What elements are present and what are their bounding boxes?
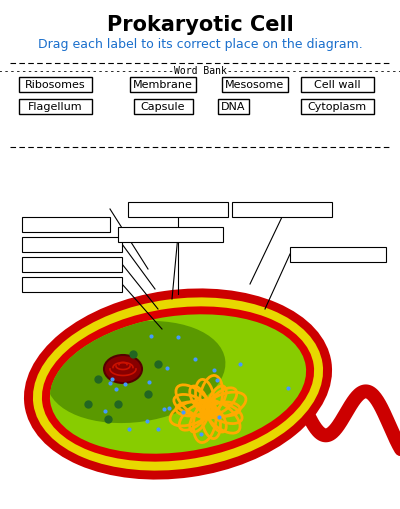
- Ellipse shape: [47, 321, 225, 423]
- Ellipse shape: [24, 289, 332, 479]
- FancyBboxPatch shape: [300, 100, 374, 115]
- FancyBboxPatch shape: [128, 203, 228, 217]
- FancyBboxPatch shape: [22, 238, 122, 252]
- Text: Membrane: Membrane: [133, 80, 193, 90]
- FancyBboxPatch shape: [18, 78, 92, 93]
- Ellipse shape: [50, 315, 306, 454]
- Text: --------------------------------Word Bank--------------------------------: --------------------------------Word Ban…: [0, 66, 400, 76]
- FancyBboxPatch shape: [118, 228, 223, 242]
- FancyBboxPatch shape: [290, 247, 386, 263]
- FancyBboxPatch shape: [22, 217, 110, 233]
- Text: Drag each label to its correct place on the diagram.: Drag each label to its correct place on …: [38, 38, 362, 51]
- FancyBboxPatch shape: [232, 203, 332, 217]
- Text: Flagellum: Flagellum: [28, 102, 82, 112]
- FancyBboxPatch shape: [300, 78, 374, 93]
- FancyBboxPatch shape: [22, 258, 122, 272]
- Ellipse shape: [42, 307, 314, 462]
- Ellipse shape: [33, 298, 323, 471]
- Text: Prokaryotic Cell: Prokaryotic Cell: [107, 15, 293, 35]
- Text: Cell wall: Cell wall: [314, 80, 360, 90]
- FancyBboxPatch shape: [218, 100, 248, 115]
- Text: Capsule: Capsule: [141, 102, 185, 112]
- FancyBboxPatch shape: [22, 277, 122, 293]
- Text: DNA: DNA: [221, 102, 245, 112]
- Ellipse shape: [104, 355, 142, 383]
- Text: Cytoplasm: Cytoplasm: [308, 102, 366, 112]
- FancyBboxPatch shape: [222, 78, 288, 93]
- FancyBboxPatch shape: [18, 100, 92, 115]
- Text: Ribosomes: Ribosomes: [25, 80, 85, 90]
- Text: Mesosome: Mesosome: [225, 80, 285, 90]
- FancyBboxPatch shape: [134, 100, 192, 115]
- FancyBboxPatch shape: [130, 78, 196, 93]
